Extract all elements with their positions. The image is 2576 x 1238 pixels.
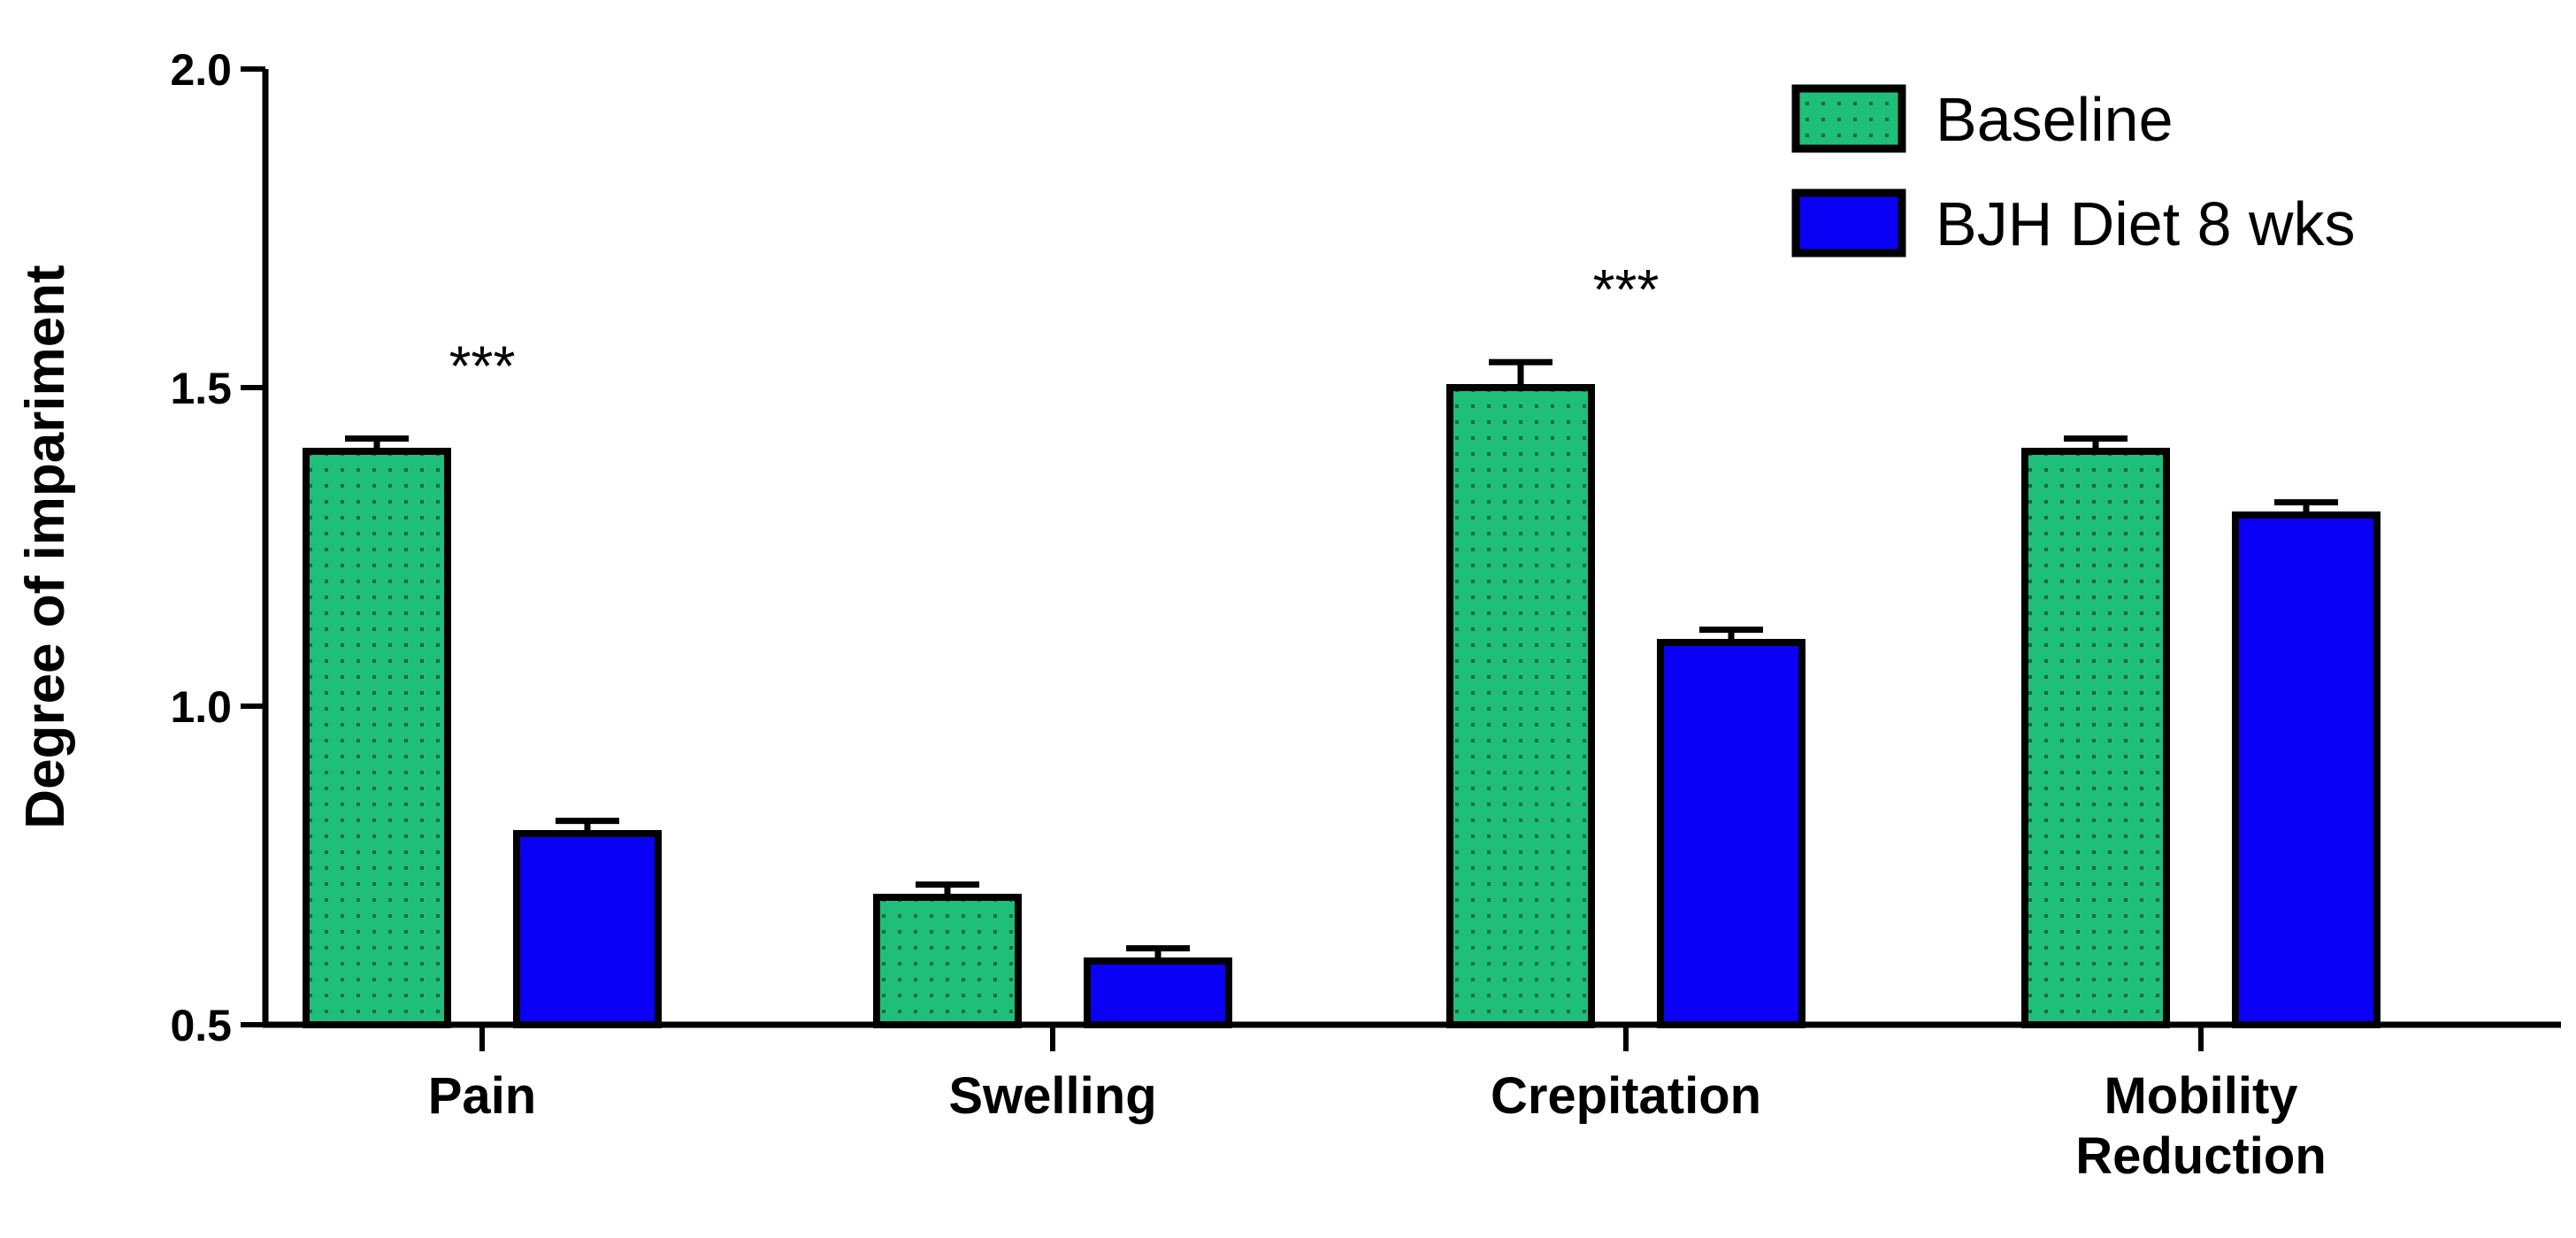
labels: Pain Swelling Crepitation MobilityReduction… — [428, 258, 2327, 1185]
bar-baseline — [2021, 448, 2170, 1028]
category-label: Swelling — [948, 1067, 1156, 1125]
bars — [303, 358, 2380, 1028]
y-tick-label: 1.5 — [170, 364, 232, 413]
legend: Baseline BJH Diet 8 wks — [1791, 84, 2356, 258]
bar-bjh-diet-8-wks — [513, 830, 662, 1028]
legend-label: BJH Diet 8 wks — [1936, 189, 2356, 258]
bar-bjh-diet-8-wks — [2232, 511, 2380, 1028]
y-tick-label: 2.0 — [170, 45, 232, 95]
category-label: Crepitation — [1491, 1067, 1761, 1125]
y-tick-label: 1.0 — [170, 682, 232, 732]
significance-marker: *** — [449, 334, 516, 398]
category-label: Mobility — [2104, 1067, 2297, 1125]
legend-swatch — [1791, 84, 1906, 153]
bar-baseline — [1446, 384, 1595, 1028]
y-axis-label: Degree of impariment — [15, 265, 76, 828]
legend-swatch — [1791, 188, 1906, 258]
significance-marker: *** — [1593, 258, 1660, 321]
bar-baseline — [303, 448, 451, 1028]
bar-bjh-diet-8-wks — [1657, 639, 1806, 1028]
legend-label: Baseline — [1936, 85, 2174, 154]
category-label: Pain — [428, 1067, 537, 1125]
bar-bjh-diet-8-wks — [1084, 957, 1232, 1028]
y-tick-label: 0.5 — [170, 1001, 232, 1050]
bar-baseline — [873, 894, 1022, 1028]
category-label: Reduction — [2075, 1127, 2327, 1185]
